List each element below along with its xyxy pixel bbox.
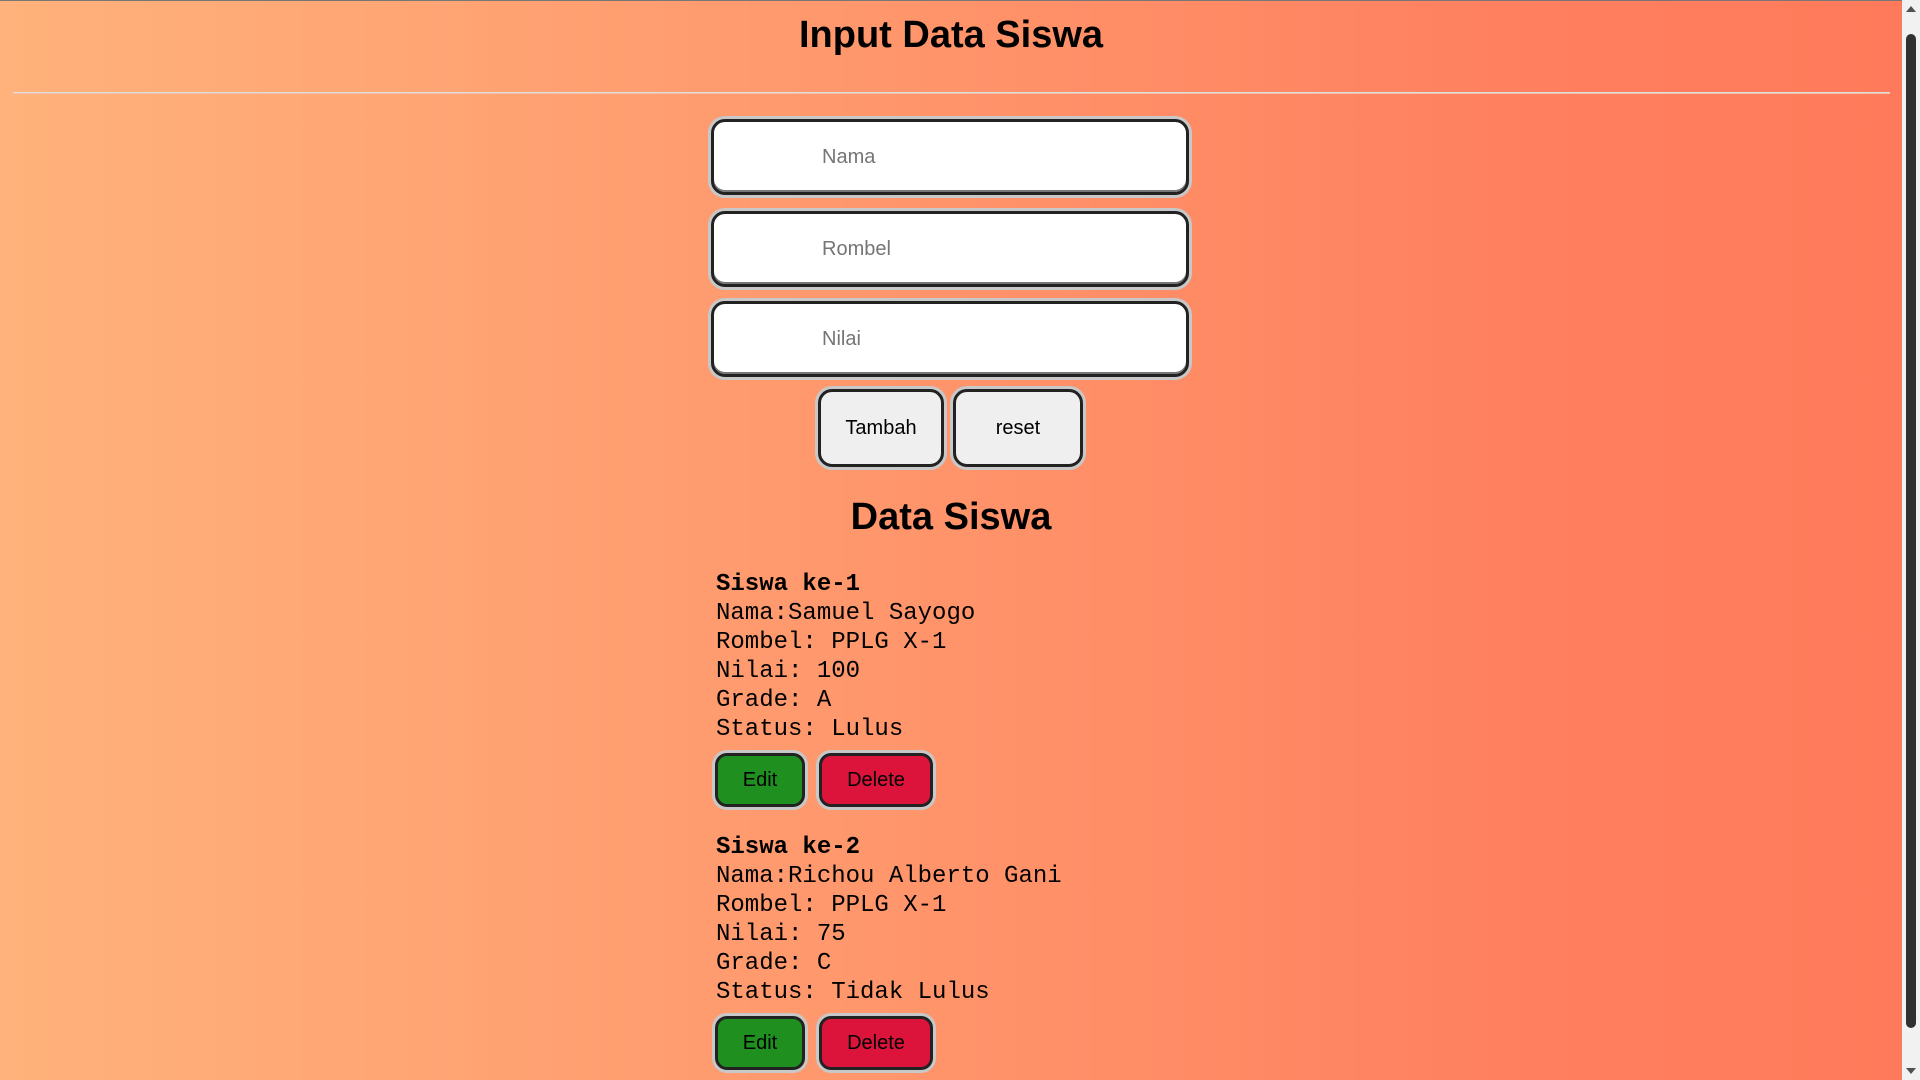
nama-input[interactable] [711,119,1189,195]
student-heading: Siswa ke-2 [716,834,861,861]
student-card: Siswa ke-1 Nama:Samuel Sayogo Rombel: PP… [716,570,975,744]
delete-button[interactable]: Delete [819,1016,933,1070]
scrollbar[interactable] [1902,0,1920,1080]
student-rombel: Rombel: PPLG X-1 [716,892,947,919]
nilai-input[interactable] [711,301,1189,377]
student-status: Status: Lulus [716,716,904,743]
student-rombel: Rombel: PPLG X-1 [716,629,947,656]
edit-button[interactable]: Edit [715,1016,805,1070]
reset-button[interactable]: reset [953,389,1083,467]
tambah-button[interactable]: Tambah [818,389,944,467]
divider [13,92,1890,94]
student-grade: Grade: C [716,950,832,977]
student-nama: Nama:Richou Alberto Gani [716,863,1062,890]
scroll-up-arrow-icon[interactable] [1906,6,1916,12]
top-border [0,0,1902,1]
list-title: Data Siswa [850,496,1052,538]
scroll-down-arrow-icon[interactable] [1906,1068,1916,1074]
rombel-input[interactable] [711,211,1189,287]
student-nama: Nama:Samuel Sayogo [716,600,976,627]
student-status: Status: Tidak Lulus [716,979,990,1006]
student-nilai: Nilai: 75 [716,921,846,948]
student-nilai: Nilai: 100 [716,658,861,685]
scrollbar-thumb[interactable] [1906,34,1916,1028]
student-heading: Siswa ke-1 [716,571,861,598]
student-card: Siswa ke-2 Nama:Richou Alberto Gani Romb… [716,833,1062,1007]
delete-button[interactable]: Delete [819,753,933,807]
page-title: Input Data Siswa [798,14,1104,56]
student-grade: Grade: A [716,687,832,714]
edit-button[interactable]: Edit [715,753,805,807]
